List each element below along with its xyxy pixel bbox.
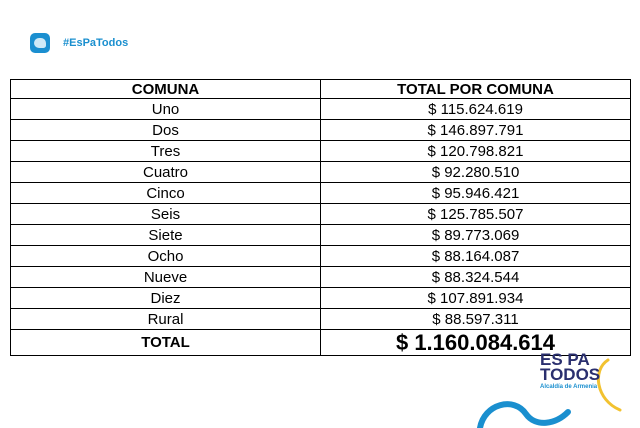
page-header: #EsPaTodos bbox=[30, 33, 128, 53]
total-cell: $ 107.891.934 bbox=[320, 287, 631, 309]
logo-subtitle: Alcaldía de Armenia bbox=[540, 384, 598, 390]
total-label: TOTAL bbox=[10, 329, 321, 356]
logo-line-2: TODOS bbox=[540, 365, 601, 384]
table-row: Diez $ 107.891.934 bbox=[10, 287, 631, 309]
comuna-cell: Nueve bbox=[10, 266, 321, 288]
total-cell: $ 146.897.791 bbox=[320, 119, 631, 141]
total-cell: $ 125.785.507 bbox=[320, 203, 631, 225]
total-row: TOTAL $ 1.160.084.614 bbox=[10, 329, 631, 356]
comuna-cell: Dos bbox=[10, 119, 321, 141]
espatodos-logo: ES PA TODOS Alcaldía de Armenia bbox=[470, 350, 640, 428]
total-cell: $ 115.624.619 bbox=[320, 98, 631, 120]
comuna-cell: Uno bbox=[10, 98, 321, 120]
comuna-cell: Cuatro bbox=[10, 161, 321, 183]
total-amount: $ 1.160.084.614 bbox=[320, 329, 631, 356]
comuna-cell: Cinco bbox=[10, 182, 321, 204]
table-row: Tres $ 120.798.821 bbox=[10, 140, 631, 162]
comuna-cell: Tres bbox=[10, 140, 321, 162]
comuna-cell: Siete bbox=[10, 224, 321, 246]
table-header-row: COMUNA TOTAL POR COMUNA bbox=[10, 79, 631, 99]
logo-swirl-icon bbox=[477, 358, 622, 428]
table-row: Ocho $ 88.164.087 bbox=[10, 245, 631, 267]
table-row: Siete $ 89.773.069 bbox=[10, 224, 631, 246]
table-row: Nueve $ 88.324.544 bbox=[10, 266, 631, 288]
total-cell: $ 89.773.069 bbox=[320, 224, 631, 246]
comuna-cell: Rural bbox=[10, 308, 321, 330]
column-header-comuna: COMUNA bbox=[10, 79, 321, 99]
total-cell: $ 88.164.087 bbox=[320, 245, 631, 267]
table-row: Rural $ 88.597.311 bbox=[10, 308, 631, 330]
total-cell: $ 92.280.510 bbox=[320, 161, 631, 183]
table-row: Cuatro $ 92.280.510 bbox=[10, 161, 631, 183]
budget-table: COMUNA TOTAL POR COMUNA Uno $ 115.624.619… bbox=[10, 79, 631, 356]
hashtag-label: #EsPaTodos bbox=[63, 37, 129, 49]
logo-line-1: ES PA bbox=[540, 350, 590, 369]
table-row: Dos $ 146.897.791 bbox=[10, 119, 631, 141]
comuna-cell: Seis bbox=[10, 203, 321, 225]
table-row: Uno $ 115.624.619 bbox=[10, 98, 631, 120]
total-cell: $ 88.324.544 bbox=[320, 266, 631, 288]
chat-bubble-logo-icon bbox=[30, 33, 50, 53]
column-header-total: TOTAL POR COMUNA bbox=[320, 79, 631, 99]
total-cell: $ 95.946.421 bbox=[320, 182, 631, 204]
total-cell: $ 88.597.311 bbox=[320, 308, 631, 330]
logo-wordmark: ES PA TODOS Alcaldía de Armenia bbox=[540, 350, 601, 391]
total-cell: $ 120.798.821 bbox=[320, 140, 631, 162]
comuna-cell: Diez bbox=[10, 287, 321, 309]
table-row: Seis $ 125.785.507 bbox=[10, 203, 631, 225]
table-row: Cinco $ 95.946.421 bbox=[10, 182, 631, 204]
comuna-cell: Ocho bbox=[10, 245, 321, 267]
